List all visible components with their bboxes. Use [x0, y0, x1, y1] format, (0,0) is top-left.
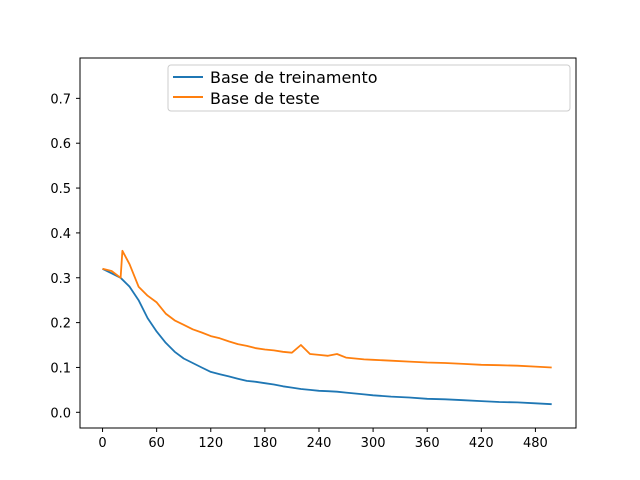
x-tick-label-6: 360: [415, 436, 440, 451]
series-line-1: [102, 249, 552, 369]
y-tick-label-5: 0.5: [50, 182, 71, 197]
y-tick-label-3: 0.3: [50, 272, 71, 287]
y-tick-label-0: 0.0: [50, 406, 71, 421]
x-tick-label-4: 240: [307, 436, 332, 451]
x-tick-label-0: 0: [98, 436, 106, 451]
y-tick-label-7: 0.7: [50, 92, 71, 107]
x-tick-label-8: 480: [523, 436, 548, 451]
legend-label-treinamento: Base de treinamento: [210, 68, 378, 87]
x-tick-label-5: 300: [361, 436, 386, 451]
series-line-0: [102, 267, 552, 406]
y-axis: 0.0 0.1 0.2 0.3 0.4 0.5 0.6 0.7: [50, 92, 80, 421]
series-layer: [102, 249, 552, 406]
legend: Base de treinamento Base de teste: [167, 64, 571, 112]
y-tick-label-1: 0.1: [50, 361, 71, 376]
legend-label-teste: Base de teste: [210, 89, 320, 108]
x-axis: 0 60 120 180 240 300 360 420 480: [98, 428, 548, 451]
x-tick-label-1: 60: [148, 436, 165, 451]
y-tick-label-6: 0.6: [50, 137, 71, 152]
plot-area: [79, 57, 577, 429]
legend-box: [167, 64, 571, 112]
x-tick-label-3: 180: [252, 436, 277, 451]
y-tick-label-2: 0.2: [50, 317, 71, 332]
y-tick-label-4: 0.4: [50, 227, 71, 242]
x-tick-label-7: 420: [469, 436, 494, 451]
axes-frame: [79, 57, 577, 429]
x-tick-label-2: 120: [198, 436, 223, 451]
